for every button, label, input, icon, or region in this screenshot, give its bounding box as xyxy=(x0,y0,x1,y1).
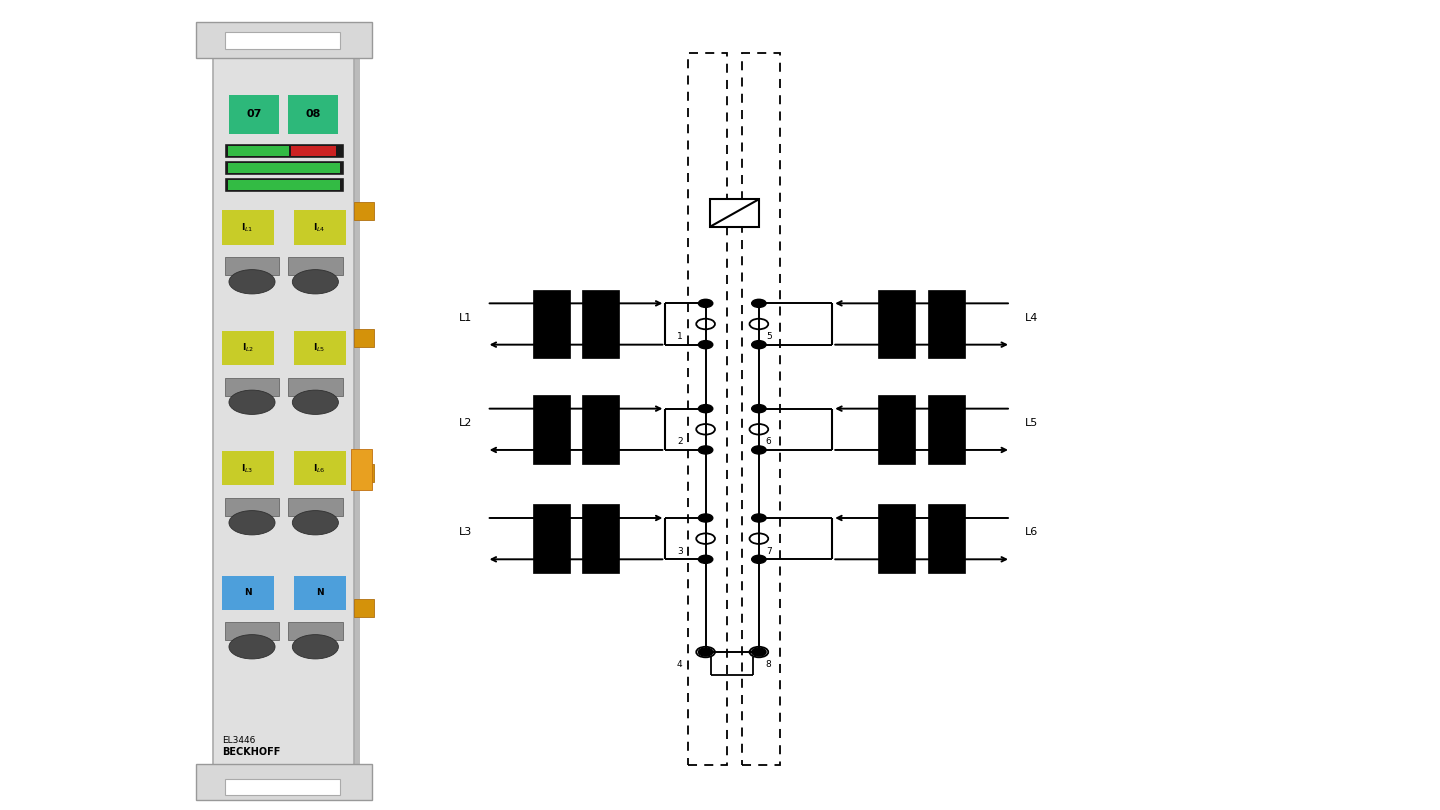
Text: L3: L3 xyxy=(459,527,472,537)
Bar xyxy=(225,258,279,275)
Text: 2: 2 xyxy=(677,437,683,446)
Circle shape xyxy=(752,404,766,413)
Circle shape xyxy=(752,556,766,564)
Circle shape xyxy=(752,300,766,308)
Ellipse shape xyxy=(229,270,275,294)
Bar xyxy=(354,599,374,616)
Ellipse shape xyxy=(292,390,338,415)
Bar xyxy=(228,163,340,173)
Text: BECKHOFF: BECKHOFF xyxy=(222,748,281,757)
Circle shape xyxy=(752,648,766,656)
Bar xyxy=(288,258,343,275)
Bar xyxy=(294,331,346,365)
Circle shape xyxy=(698,340,713,348)
Bar xyxy=(878,395,916,463)
Ellipse shape xyxy=(229,635,275,659)
Ellipse shape xyxy=(292,510,338,535)
Text: N: N xyxy=(315,588,324,597)
Bar xyxy=(354,330,374,347)
Bar xyxy=(710,199,759,227)
Bar xyxy=(878,290,916,358)
Text: L5: L5 xyxy=(1025,418,1038,428)
Bar xyxy=(288,378,343,396)
Bar xyxy=(294,211,346,245)
Bar xyxy=(222,451,274,485)
Text: 3: 3 xyxy=(677,547,683,556)
Bar xyxy=(288,95,338,134)
Circle shape xyxy=(752,514,766,522)
Bar xyxy=(225,32,340,49)
Bar xyxy=(222,211,274,245)
Bar xyxy=(228,146,289,156)
Bar xyxy=(582,504,619,573)
Text: L4: L4 xyxy=(1025,313,1038,322)
Text: 5: 5 xyxy=(766,332,772,341)
Bar xyxy=(219,55,360,767)
Text: 8: 8 xyxy=(766,660,772,669)
Text: 1: 1 xyxy=(677,332,683,341)
Bar xyxy=(927,395,965,463)
Text: L6: L6 xyxy=(1025,527,1038,537)
Bar xyxy=(688,53,727,765)
Ellipse shape xyxy=(229,510,275,535)
Text: I$_{L1}$: I$_{L1}$ xyxy=(242,221,253,234)
Bar xyxy=(582,290,619,358)
Bar xyxy=(288,498,343,516)
Bar xyxy=(927,290,965,358)
Bar xyxy=(228,180,340,190)
Text: N: N xyxy=(243,588,252,597)
Ellipse shape xyxy=(292,270,338,294)
Bar xyxy=(225,622,279,640)
Bar xyxy=(225,178,343,191)
Bar xyxy=(582,395,619,463)
Circle shape xyxy=(698,648,713,656)
Bar xyxy=(351,449,372,489)
Ellipse shape xyxy=(292,635,338,659)
Circle shape xyxy=(698,556,713,564)
Bar xyxy=(927,504,965,573)
Bar xyxy=(878,504,916,573)
Ellipse shape xyxy=(229,390,275,415)
Circle shape xyxy=(752,446,766,454)
Bar xyxy=(354,202,374,220)
Bar xyxy=(742,53,780,765)
Bar xyxy=(225,779,340,795)
Bar xyxy=(222,331,274,365)
Text: I$_{L4}$: I$_{L4}$ xyxy=(314,221,325,234)
Bar xyxy=(225,144,343,157)
Bar xyxy=(294,451,346,485)
Bar xyxy=(196,764,372,800)
Text: I$_{L5}$: I$_{L5}$ xyxy=(314,342,325,354)
Bar xyxy=(196,22,372,58)
Bar xyxy=(222,575,274,609)
Text: EL3446: EL3446 xyxy=(222,735,255,745)
Bar xyxy=(291,146,336,156)
Circle shape xyxy=(752,340,766,348)
Text: I$_{L3}$: I$_{L3}$ xyxy=(242,463,253,475)
Text: I$_{L2}$: I$_{L2}$ xyxy=(242,342,253,354)
Bar xyxy=(288,622,343,640)
Text: 6: 6 xyxy=(766,437,772,446)
Bar xyxy=(533,504,570,573)
Text: 08: 08 xyxy=(305,109,321,119)
Text: 7: 7 xyxy=(766,547,772,556)
Bar xyxy=(213,57,354,765)
Bar xyxy=(229,95,279,134)
Bar xyxy=(533,395,570,463)
Text: 07: 07 xyxy=(246,109,262,119)
Bar xyxy=(533,290,570,358)
Text: I$_{L6}$: I$_{L6}$ xyxy=(314,463,325,475)
Circle shape xyxy=(698,514,713,522)
Circle shape xyxy=(698,404,713,413)
Text: L1: L1 xyxy=(459,313,472,322)
Bar xyxy=(225,161,343,174)
Bar xyxy=(354,464,374,482)
Bar xyxy=(225,498,279,516)
Text: 4: 4 xyxy=(677,660,683,669)
Bar xyxy=(294,575,346,609)
Circle shape xyxy=(698,446,713,454)
Text: L2: L2 xyxy=(459,418,472,428)
Bar xyxy=(225,378,279,396)
Circle shape xyxy=(698,300,713,308)
